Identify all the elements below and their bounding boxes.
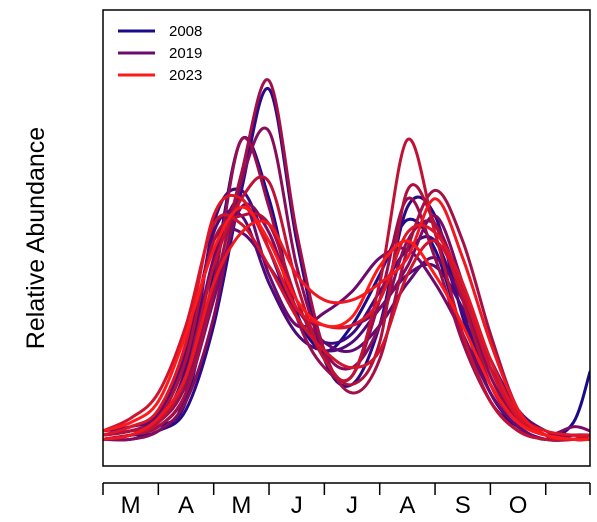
x-tick-label: J <box>346 492 358 519</box>
series-group <box>103 78 590 442</box>
plot-frame <box>102 9 591 467</box>
legend: 2008 2019 2023 <box>118 23 202 84</box>
legend-label: 2019 <box>169 45 202 62</box>
series-line-16 <box>103 205 590 442</box>
x-tick-label: S <box>455 492 471 519</box>
x-tick-label: M <box>231 492 251 519</box>
series-line-15 <box>103 197 590 442</box>
y-axis-label: Relative Abundance <box>22 127 50 349</box>
series-line-14 <box>103 193 590 437</box>
x-tick-label: A <box>178 492 194 519</box>
legend-label: 2023 <box>169 67 202 84</box>
x-tick-label: M <box>121 492 141 519</box>
legend-label: 2008 <box>169 23 202 40</box>
x-tick-label: J <box>291 492 303 519</box>
x-tick-label: A <box>399 492 415 519</box>
series-line-13 <box>103 213 590 442</box>
x-tick-label: O <box>509 492 528 519</box>
